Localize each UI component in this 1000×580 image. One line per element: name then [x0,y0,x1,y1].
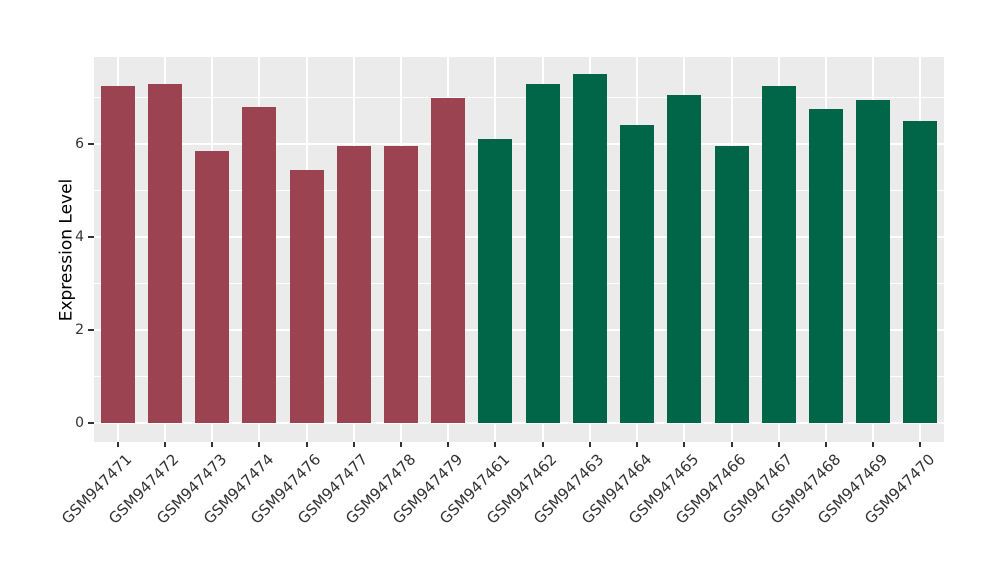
y-tick-mark [88,143,94,145]
bar-GSM947478 [383,146,418,423]
x-tick-mark [541,442,544,447]
x-tick-mark [352,442,355,447]
bar-GSM947468 [808,109,843,423]
minor-gridline [94,190,944,191]
x-tick-mark [824,442,827,447]
x-tick-mark [116,442,119,447]
bar-GSM947476 [289,169,324,423]
y-tick-label: 0 [75,415,84,431]
x-tick-mark [919,442,922,447]
y-tick-mark [88,422,94,424]
bar-GSM947472 [147,83,182,423]
bar-GSM947461 [478,139,513,423]
y-axis-title: Expression Level [56,178,77,322]
y-tick-label: 2 [75,322,84,338]
x-tick-mark [163,442,166,447]
x-tick-mark [494,442,497,447]
x-tick-mark [447,442,450,447]
x-tick-mark [258,442,261,447]
bar-GSM947466 [714,146,749,423]
bar-GSM947471 [100,85,135,423]
minor-gridline [94,283,944,284]
x-tick-mark [305,442,308,447]
bar-GSM947473 [195,150,230,423]
minor-gridline [94,97,944,98]
major-gridline [94,143,944,145]
y-tick-label: 4 [75,229,84,245]
bar-GSM947470 [903,120,938,423]
bar-GSM947469 [856,99,891,423]
plot-panel [94,57,944,442]
y-tick-mark [88,329,94,331]
bar-GSM947462 [525,83,560,423]
bar-GSM947474 [242,106,277,423]
y-tick-label: 6 [75,136,84,152]
bar-GSM947479 [431,97,466,423]
bar-GSM947463 [572,74,607,423]
minor-gridline [94,376,944,377]
x-tick-mark [730,442,733,447]
bar-GSM947464 [620,125,655,423]
x-tick-mark [872,442,875,447]
major-gridline [94,422,944,424]
x-tick-mark [588,442,591,447]
bar-GSM947467 [761,85,796,423]
x-tick-mark [211,442,214,447]
bar-GSM947465 [667,95,702,423]
major-gridline [94,329,944,331]
x-tick-mark [777,442,780,447]
bar-GSM947477 [336,146,371,423]
major-gridline [94,236,944,238]
x-tick-mark [636,442,639,447]
x-tick-mark [683,442,686,447]
x-tick-mark [399,442,402,447]
y-tick-mark [88,236,94,238]
